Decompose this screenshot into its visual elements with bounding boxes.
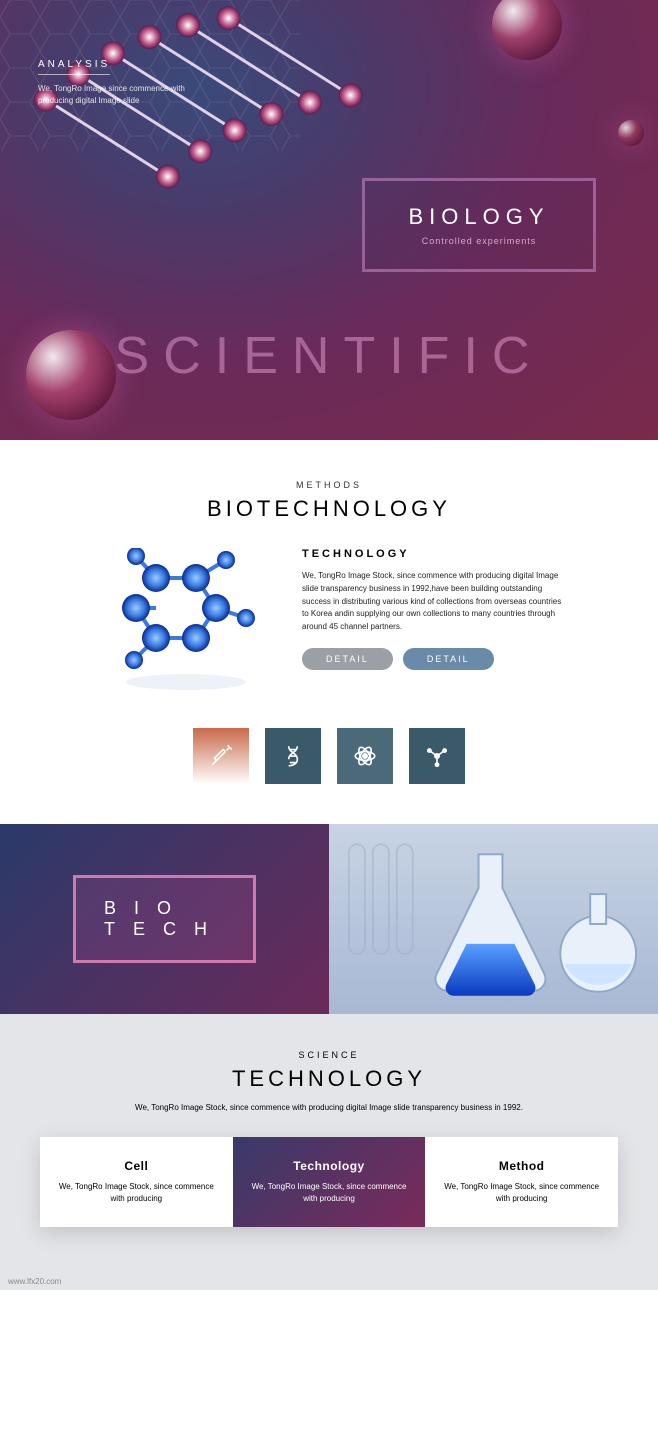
hero-biology-box: BIOLOGY Controlled experiments (362, 178, 596, 272)
detail-button-2[interactable]: DETAIL (403, 648, 494, 670)
atom-icon (352, 743, 378, 769)
detail-button-1[interactable]: DETAIL (302, 648, 393, 670)
card-body: We, TongRo Image Stock, since commence w… (247, 1181, 412, 1205)
hero-analysis-block: ANALYSIS We, TongRo Image since commence… (38, 54, 208, 107)
methods-text-block: TECHNOLOGY We, TongRo Image Stock, since… (302, 548, 562, 670)
hero-section: ANALYSIS We, TongRo Image since commence… (0, 0, 658, 440)
science-eyebrow: SCIENCE (40, 1050, 618, 1060)
banner-line-1: BIO (104, 898, 225, 919)
banner-text-box: BIO TECH (73, 875, 256, 963)
card-title: Method (439, 1159, 604, 1173)
card-cell[interactable]: Cell We, TongRo Image Stock, since comme… (40, 1137, 233, 1227)
icon-tile-syringe[interactable] (193, 728, 249, 784)
methods-eyebrow: METHODS (0, 480, 658, 490)
methods-body: We, TongRo Image Stock, since commence w… (302, 570, 562, 634)
science-desc: We, TongRo Image Stock, since commence w… (119, 1102, 539, 1115)
science-cards: Cell We, TongRo Image Stock, since comme… (40, 1137, 618, 1227)
card-title: Technology (247, 1159, 412, 1173)
flask-art (329, 824, 658, 1014)
banner-right-panel (329, 824, 658, 1014)
hero-box-title: BIOLOGY (408, 204, 549, 230)
banner-line-2: TECH (104, 919, 225, 940)
sphere-decor (618, 120, 644, 146)
hero-eyebrow: ANALYSIS (38, 59, 110, 75)
biotech-banner: BIO TECH (0, 824, 658, 1014)
dna-icon (280, 743, 306, 769)
science-heading: TECHNOLOGY (40, 1066, 618, 1092)
science-section: SCIENCE TECHNOLOGY We, TongRo Image Stoc… (0, 1014, 658, 1273)
methods-subheading: TECHNOLOGY (302, 548, 562, 560)
card-title: Cell (54, 1159, 219, 1173)
methods-heading: BIOTECHNOLOGY (0, 496, 658, 522)
watermark: www.lfx20.com (0, 1273, 658, 1290)
card-technology[interactable]: Technology We, TongRo Image Stock, since… (233, 1137, 426, 1227)
icon-tile-molecule[interactable] (409, 728, 465, 784)
icon-tile-dna[interactable] (265, 728, 321, 784)
molecule-icon (424, 743, 450, 769)
syringe-icon (208, 743, 234, 769)
icon-tile-atom[interactable] (337, 728, 393, 784)
card-body: We, TongRo Image Stock, since commence w… (439, 1181, 604, 1205)
hero-box-subtitle: Controlled experiments (422, 236, 537, 246)
icon-tile-row (0, 728, 658, 784)
hero-big-word: SCIENTIFIC (0, 326, 658, 386)
methods-section: METHODS BIOTECHNOLOGY (0, 440, 658, 824)
molecule-art (96, 548, 276, 698)
hero-subtext: We, TongRo Image since commence with pro… (38, 83, 208, 107)
banner-left-panel: BIO TECH (0, 824, 329, 1014)
sphere-decor (492, 0, 562, 60)
card-body: We, TongRo Image Stock, since commence w… (54, 1181, 219, 1205)
card-method[interactable]: Method We, TongRo Image Stock, since com… (425, 1137, 618, 1227)
